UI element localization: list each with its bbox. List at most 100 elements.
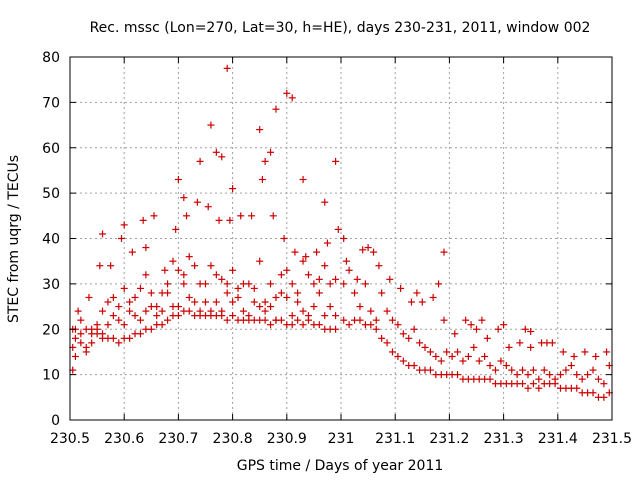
data-point-plus <box>440 248 448 256</box>
y-tick-label: 20 <box>42 322 60 338</box>
data-point-plus <box>519 366 527 374</box>
data-point-plus <box>107 262 115 270</box>
data-point-plus <box>378 289 386 297</box>
data-point-plus <box>215 216 223 224</box>
data-point-plus <box>475 357 483 365</box>
data-point-plus <box>551 375 559 383</box>
data-point-plus <box>546 371 554 379</box>
data-point-plus <box>388 348 396 356</box>
data-point-plus <box>421 343 429 351</box>
y-tick-label: 60 <box>42 141 60 157</box>
data-point-plus <box>174 312 182 320</box>
data-point-plus <box>185 293 193 301</box>
data-point-plus <box>321 312 329 320</box>
data-point-plus <box>183 212 191 220</box>
data-point-plus <box>356 303 364 311</box>
y-tick-label: 70 <box>42 95 60 111</box>
data-point-plus <box>196 307 204 315</box>
data-point-plus <box>500 321 508 329</box>
data-point-plus <box>115 316 123 324</box>
data-point-plus <box>462 316 470 324</box>
data-point-plus <box>294 289 302 297</box>
data-point-plus <box>540 366 548 374</box>
data-point-plus <box>256 257 264 265</box>
y-tick-label: 30 <box>42 277 60 293</box>
data-point-plus <box>93 325 101 333</box>
data-point-plus <box>128 248 136 256</box>
data-point-plus <box>248 212 256 220</box>
x-tick-label: 230.6 <box>104 431 144 447</box>
data-point-plus <box>567 362 575 370</box>
y-tick-label: 10 <box>42 368 60 384</box>
data-point-plus <box>85 293 93 301</box>
data-point-plus <box>464 352 472 360</box>
data-point-plus <box>120 284 128 292</box>
data-point-plus <box>486 375 494 383</box>
data-point-plus <box>96 262 104 270</box>
data-point-plus <box>332 325 340 333</box>
data-point-plus <box>372 316 380 324</box>
data-point-plus <box>212 148 220 156</box>
data-point-plus <box>543 339 551 347</box>
data-point-plus <box>250 284 258 292</box>
data-point-plus <box>226 216 234 224</box>
data-point-plus <box>245 312 253 320</box>
data-point-plus <box>283 293 291 301</box>
data-point-plus <box>353 275 361 283</box>
data-point-plus <box>142 244 150 252</box>
data-point-plus <box>139 216 147 224</box>
y-tick-label: 50 <box>42 186 60 202</box>
data-point-plus <box>99 307 107 315</box>
data-point-plus <box>451 330 459 338</box>
data-point-plus <box>570 352 578 360</box>
data-point-plus <box>299 176 307 184</box>
data-point-plus <box>383 339 391 347</box>
data-point-plus <box>153 312 161 320</box>
data-point-plus <box>158 321 166 329</box>
data-point-plus <box>429 293 437 301</box>
data-point-plus <box>505 343 513 351</box>
data-point-plus <box>557 371 565 379</box>
data-point-plus <box>491 366 499 374</box>
y-tick-label: 40 <box>42 232 60 248</box>
data-point-plus <box>581 348 589 356</box>
data-point-plus <box>388 316 396 324</box>
x-tick-label: 231.4 <box>538 431 578 447</box>
data-point-plus <box>223 64 231 72</box>
data-point-plus <box>315 275 323 283</box>
x-tick-label: 230.5 <box>50 431 90 447</box>
data-point-plus <box>229 266 237 274</box>
data-point-plus <box>207 121 215 129</box>
data-point-plus <box>256 126 264 134</box>
data-point-plus <box>310 303 318 311</box>
data-point-plus <box>272 105 280 113</box>
data-point-plus <box>370 248 378 256</box>
data-point-plus <box>161 266 169 274</box>
y-tick-label: 0 <box>51 413 60 429</box>
data-point-plus <box>361 280 369 288</box>
x-tick-label: 230.9 <box>267 431 307 447</box>
data-point-plus <box>454 348 462 356</box>
data-point-plus <box>218 153 226 161</box>
data-point-plus <box>473 325 480 333</box>
data-point-plus <box>416 339 424 347</box>
data-point-plus <box>174 303 182 311</box>
data-point-plus <box>313 248 321 256</box>
data-point-plus <box>136 330 144 338</box>
data-point-plus <box>283 89 291 97</box>
data-point-plus <box>223 289 231 297</box>
chart-title: Rec. mssc (Lon=270, Lat=30, h=HE), days … <box>90 20 591 36</box>
data-point-plus <box>332 312 340 320</box>
data-point-plus <box>589 366 597 374</box>
data-point-plus <box>310 280 318 288</box>
data-point-plus <box>212 298 220 306</box>
data-point-plus <box>407 298 415 306</box>
data-point-plus <box>261 316 269 324</box>
data-point-plus <box>272 293 280 301</box>
data-point-plus <box>600 380 608 388</box>
data-point-plus <box>529 380 537 388</box>
data-point-plus <box>426 366 434 374</box>
data-point-plus <box>71 352 79 360</box>
grid-lines <box>70 57 612 420</box>
data-point-plus <box>332 157 340 165</box>
